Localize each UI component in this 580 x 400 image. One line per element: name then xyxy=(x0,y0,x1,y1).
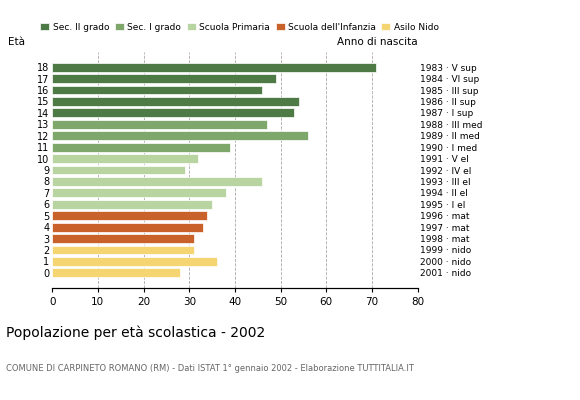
Text: Popolazione per età scolastica - 2002: Popolazione per età scolastica - 2002 xyxy=(6,326,265,340)
Bar xyxy=(52,268,180,277)
Bar xyxy=(52,211,208,220)
Bar xyxy=(52,131,308,140)
Legend: Sec. II grado, Sec. I grado, Scuola Primaria, Scuola dell'Infanzia, Asilo Nido: Sec. II grado, Sec. I grado, Scuola Prim… xyxy=(38,21,441,33)
Bar xyxy=(52,166,184,174)
Bar xyxy=(52,257,217,266)
Text: COMUNE DI CARPINETO ROMANO (RM) - Dati ISTAT 1° gennaio 2002 - Elaborazione TUTT: COMUNE DI CARPINETO ROMANO (RM) - Dati I… xyxy=(6,364,414,373)
Bar xyxy=(52,234,194,243)
Bar xyxy=(52,97,299,106)
Bar xyxy=(52,177,262,186)
Bar xyxy=(52,120,267,129)
Bar xyxy=(52,86,262,94)
Bar xyxy=(52,200,212,209)
Bar xyxy=(52,74,276,83)
Text: Età: Età xyxy=(8,37,26,47)
Bar xyxy=(52,63,376,72)
Bar xyxy=(52,108,294,117)
Bar xyxy=(52,246,194,254)
Bar xyxy=(52,188,226,197)
Bar xyxy=(52,223,203,232)
Text: Anno di nascita: Anno di nascita xyxy=(337,37,418,47)
Bar xyxy=(52,143,230,152)
Bar xyxy=(52,154,198,163)
